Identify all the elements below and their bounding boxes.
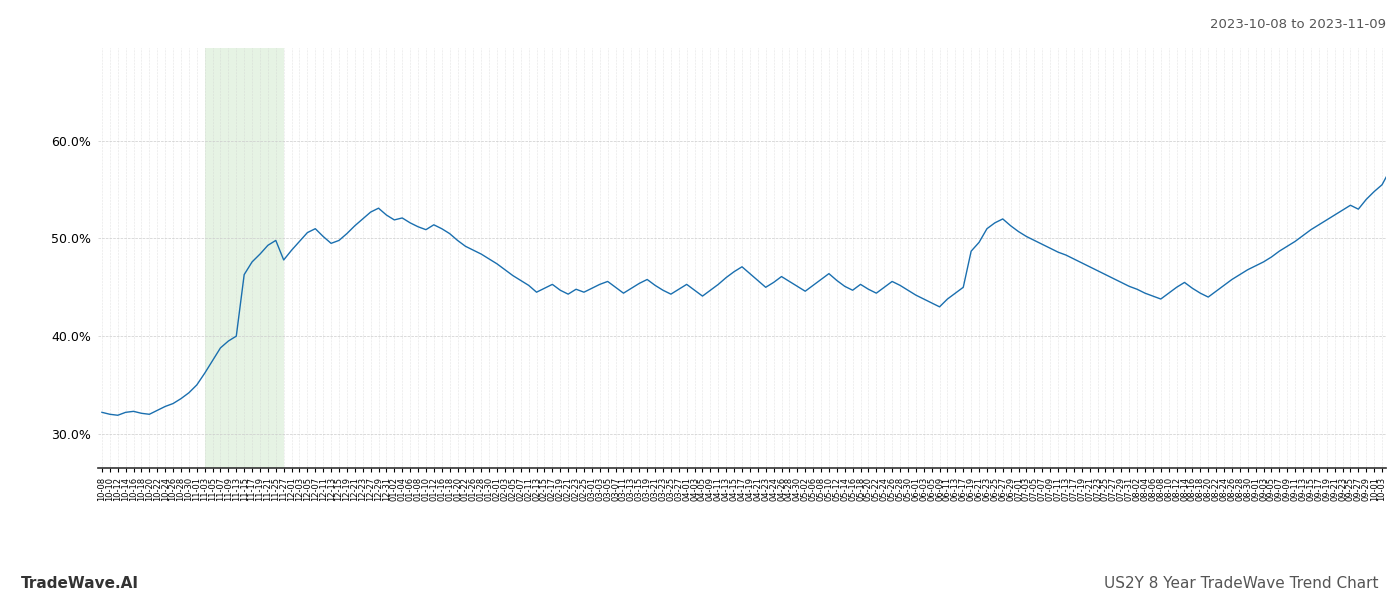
- Text: US2Y 8 Year TradeWave Trend Chart: US2Y 8 Year TradeWave Trend Chart: [1105, 576, 1379, 591]
- Bar: [204, 48, 284, 468]
- Text: TradeWave.AI: TradeWave.AI: [21, 576, 139, 591]
- Text: 2023-10-08 to 2023-11-09: 2023-10-08 to 2023-11-09: [1210, 18, 1386, 31]
